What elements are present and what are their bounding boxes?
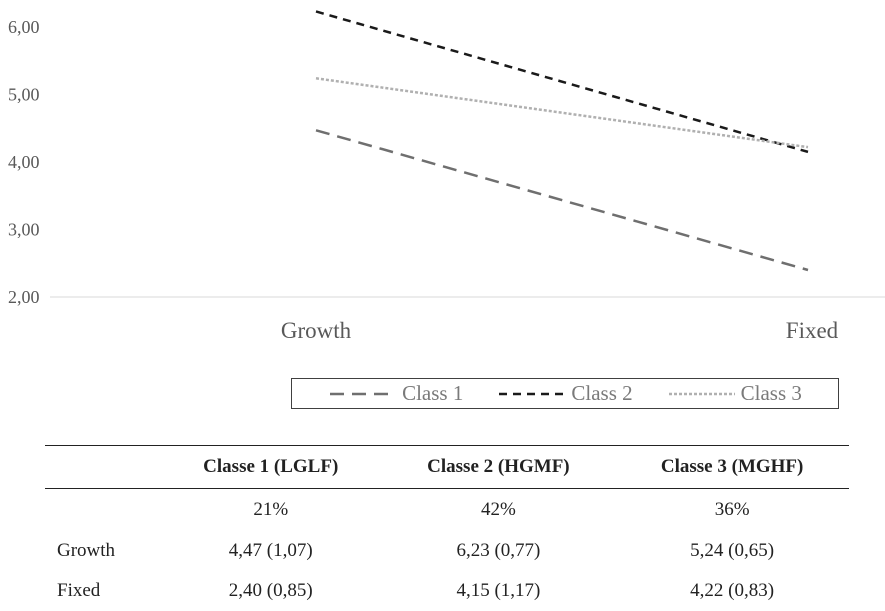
table-cell: 6,23 (0,77)	[456, 540, 541, 561]
table-header-row: Classe 1 (LGLF) Classe 2 (HGMF) Classe 3…	[45, 445, 849, 489]
table-cell	[45, 489, 160, 532]
table-cell: 21%	[253, 499, 289, 520]
legend-swatch-class-1	[330, 392, 397, 395]
legend-item-class-3: Class 3	[667, 381, 802, 406]
table-row: 21% 42% 36%	[45, 489, 849, 532]
table-cell: 42%	[480, 499, 516, 520]
y-tick-label: 5,00	[8, 85, 40, 105]
legend-label-class-3: Class 3	[740, 381, 802, 405]
table-header-cell	[45, 446, 160, 489]
legend-item-class-2: Class 2	[497, 381, 633, 406]
y-tick-label: 4,00	[8, 152, 40, 172]
series-lines	[315, 10, 809, 272]
legend-item-class-1: Class 1	[328, 381, 463, 406]
series-line-class-2	[315, 10, 809, 154]
table-cell: Growth	[57, 540, 116, 561]
table-cell: 4,15 (1,17)	[456, 580, 541, 601]
y-tick-label: 3,00	[8, 220, 40, 240]
table-cell: Fixed	[57, 580, 101, 601]
legend-label-class-2: Class 2	[571, 381, 633, 405]
line-chart: 2,00 3,00 4,00 5,00 6,00 Growth Fixed	[8, 10, 885, 343]
table-cell: 36%	[714, 499, 750, 520]
table-header-cell: Classe 3 (MGHF)	[660, 456, 804, 477]
table-cell: 4,47 (1,07)	[228, 540, 313, 561]
series-line-class-1	[315, 129, 809, 272]
table-cell: 4,22 (0,83)	[690, 580, 775, 601]
table-row: Growth 4,47 (1,07) 6,23 (0,77) 5,24 (0,6…	[45, 531, 849, 571]
x-axis-ticks: Growth Fixed	[281, 318, 839, 343]
table-row: Fixed 2,40 (0,85) 4,15 (1,17) 4,22 (0,83…	[45, 571, 849, 611]
series-line-class-3	[315, 77, 809, 149]
legend-label-class-1: Class 1	[402, 381, 464, 405]
class-results-table: Classe 1 (LGLF) Classe 2 (HGMF) Classe 3…	[45, 445, 849, 611]
legend-swatch-class-3	[668, 392, 735, 395]
y-tick-label: 6,00	[8, 17, 40, 37]
x-tick-label: Fixed	[786, 318, 839, 343]
y-axis-ticks: 2,00 3,00 4,00 5,00 6,00	[8, 17, 40, 307]
legend-swatch-class-2	[499, 392, 566, 395]
x-tick-label: Growth	[281, 318, 352, 343]
table-cell: 5,24 (0,65)	[690, 540, 775, 561]
chart-legend: Class 1 Class 2 Class 3	[291, 378, 839, 409]
table-header-cell: Classe 1 (LGLF)	[203, 456, 339, 477]
table-cell: 2,40 (0,85)	[228, 580, 313, 601]
table-header-cell: Classe 2 (HGMF)	[427, 456, 570, 477]
y-tick-label: 2,00	[8, 287, 40, 307]
